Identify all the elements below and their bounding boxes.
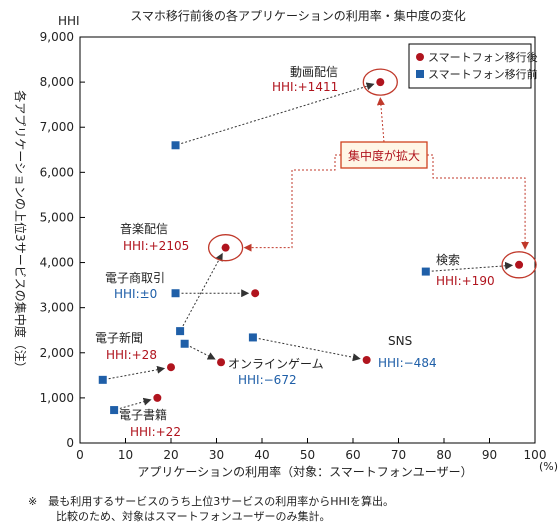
y-tick-label: 2,000 [40,346,74,360]
callout-box: 集中度が拡大 [340,141,428,169]
label-ongaku-hhi: HHI:+2105 [123,239,189,253]
y-axis-ticks: 0 1,000 2,000 3,000 4,000 5,000 6,000 7,000 8,00… [40,30,85,450]
point-after [515,260,524,269]
x-tick-label: 60 [345,448,360,462]
point-after [217,358,226,367]
x-tick-label: 50 [300,448,315,462]
highlight-ellipse [362,68,398,96]
change-arrow [182,252,223,327]
footnote-line-2: 比較のため、対象はスマートフォンユーザーのみ集計。 [56,510,331,523]
point-before [248,333,257,342]
label-kensaku-hhi: HHI:+190 [436,274,495,288]
y-axis-label: 各アプリケーションの上位3サービスの集中度（注） [13,90,28,373]
legend-label-after: スマートフォン移行後 [428,50,538,64]
change-arrow [431,261,514,272]
label-game-hhi: HHI:−672 [238,373,297,387]
x-tick-label: 90 [482,448,497,462]
y-tick-label: 1,000 [40,391,74,405]
series-arrows [108,82,514,409]
x-axis-label: アプリケーションの利用率（対象：スマートフォンユーザー） [137,464,472,479]
label-shinbun-hhi: HHI:+28 [106,348,157,362]
x-axis-ticks: 0 10 20 30 40 50 60 70 80 90 100 [76,438,546,462]
x-tick-label: 80 [436,448,451,462]
label-douga-hhi: HHI:+1411 [272,80,338,94]
label-shotorihiki-hhi: HHI:±0 [114,287,157,301]
label-kensaku-name: 検索 [436,253,460,267]
label-douga-name: 動画配信 [290,65,338,79]
label-shoseki-hhi: HHI:+22 [130,425,181,439]
x-tick-label: 20 [163,448,178,462]
point-after [251,289,260,298]
callout-rect [340,141,428,169]
connector-kensaku [427,154,530,250]
point-before [110,406,119,415]
label-sns-hhi: HHI:−484 [378,356,437,370]
point-after [362,355,371,364]
change-arrow [189,346,216,360]
callout-text: 集中度が拡大 [348,148,420,163]
point-before [180,339,189,348]
y-tick-label: 8,000 [40,75,74,89]
data-points [98,78,524,415]
point-after [376,78,385,87]
highlight-circles [207,68,537,279]
highlight-ellipse [501,251,537,279]
point-before [171,141,180,150]
y-tick-label: 9,000 [40,30,74,44]
legend-box [408,43,532,89]
legend: スマートフォン移行後 スマートフォン移行前 [408,43,538,89]
label-shinbun-name: 電子新聞 [95,330,143,345]
x-tick-label: 100 [524,448,547,462]
y-tick-label: 0 [66,436,74,450]
y-tick-label: 6,000 [40,165,74,179]
annotation-labels: 動画配信 HHI:+1411 検索 HHI:+190 音楽配信 HHI:+210… [95,65,495,439]
change-arrow [181,82,375,144]
x-tick-label: 40 [254,448,269,462]
callout-connectors [243,97,530,252]
y-tick-label: 7,000 [40,120,74,134]
y-tick-label: 5,000 [40,210,74,224]
x-axis-unit: (%) [539,460,558,473]
label-game-name: オンラインゲーム [228,357,324,371]
highlight-ellipse [207,234,244,262]
y-axis-unit-label: HHI [58,14,80,28]
connector-douga [376,97,385,143]
point-before [171,289,180,298]
legend-marker-before [416,70,424,78]
point-after [153,393,162,402]
point-after [167,363,175,372]
point-before [98,375,107,384]
footnote-line-1: ※ 最も利用するサービスのうち上位3サービスの利用率からHHIを算出。 [28,495,395,508]
point-after [221,243,230,252]
x-tick-label: 70 [391,448,406,462]
chart-title: スマホ移行前後の各アプリケーションの利用率・集中度の変化 [130,8,465,23]
x-tick-label: 0 [76,448,84,462]
y-tick-label: 3,000 [40,301,74,315]
label-sns-name: SNS [388,334,412,348]
change-arrow [119,397,152,409]
y-tick-label: 4,000 [40,256,74,270]
point-before [176,327,185,336]
x-tick-label: 10 [118,448,133,462]
label-shotorihiki-name: 電子商取引 [105,270,165,285]
legend-label-before: スマートフォン移行前 [428,67,538,81]
x-tick-label: 30 [209,448,224,462]
change-arrow [258,338,361,362]
label-ongaku-name: 音楽配信 [120,221,168,236]
point-before [421,267,430,276]
legend-marker-after [416,53,424,61]
label-shoseki-name: 電子書籍 [119,407,167,422]
change-arrow [108,365,166,380]
connector-ongaku [243,154,341,252]
